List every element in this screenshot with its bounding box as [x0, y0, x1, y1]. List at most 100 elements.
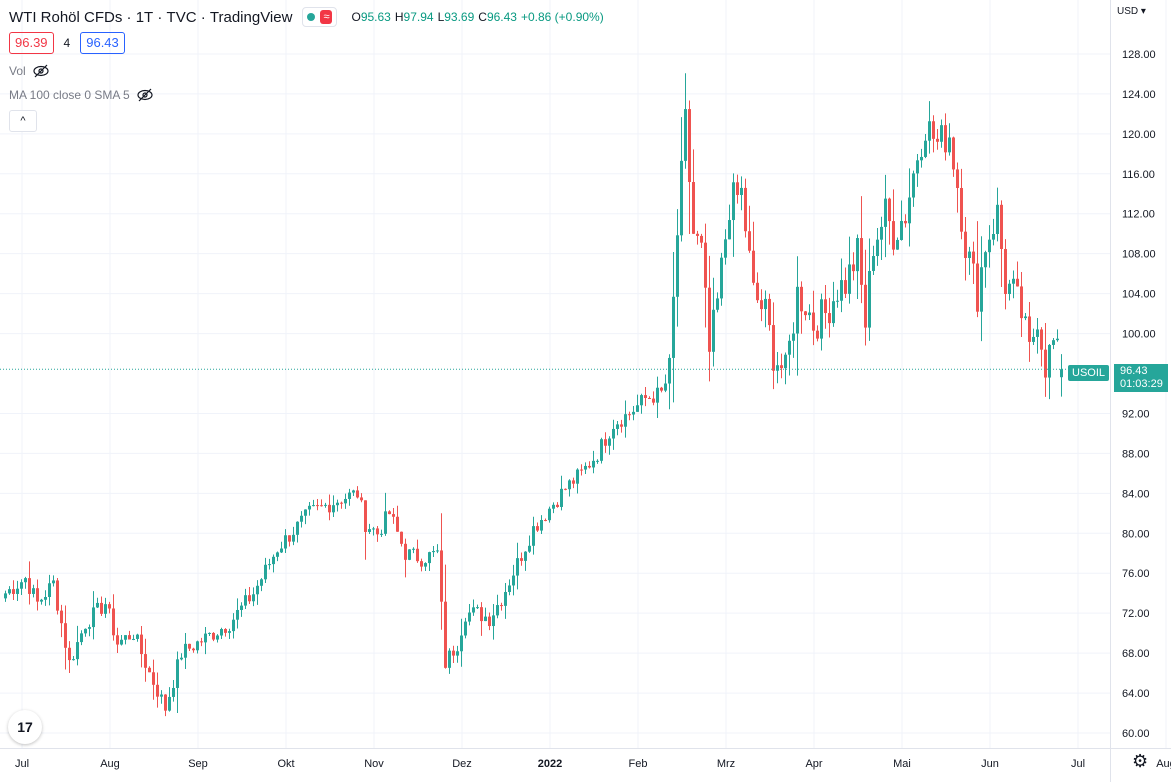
- candle-body: [932, 121, 935, 139]
- candle-body: [664, 383, 667, 391]
- candle-body: [112, 608, 115, 636]
- candle-body: [236, 609, 239, 620]
- chevron-up-icon: ^: [20, 115, 26, 127]
- candle-body: [284, 535, 287, 549]
- candle-body: [624, 414, 627, 427]
- candle-body: [600, 439, 603, 461]
- candle-body: [608, 438, 611, 446]
- sell-price-button[interactable]: 96.39: [9, 32, 54, 54]
- low-value: 93.69: [444, 10, 475, 24]
- price-tick-label: 128.00: [1122, 49, 1156, 61]
- candle-body: [852, 264, 855, 272]
- candle-body: [588, 465, 591, 468]
- candle-body: [344, 498, 347, 504]
- candle-body: [528, 545, 531, 552]
- candle-body: [128, 635, 131, 640]
- candle-body: [472, 607, 475, 613]
- candle-body: [408, 549, 411, 560]
- candle-body: [544, 520, 547, 522]
- candle-body: [88, 627, 91, 629]
- time-tick-label: Nov: [364, 758, 384, 770]
- candle-body: [840, 280, 843, 301]
- candle-body: [548, 508, 551, 521]
- candle-body: [980, 267, 983, 312]
- candle-body: [584, 465, 587, 470]
- candle-body: [376, 528, 379, 535]
- indicator-volume[interactable]: Vol: [9, 64, 50, 78]
- candle-body: [180, 657, 183, 660]
- time-tick-label: Okt: [277, 758, 294, 770]
- time-tick-label: Aug: [100, 758, 120, 770]
- candle-body: [416, 548, 419, 562]
- candle-body: [816, 330, 819, 339]
- candle-body: [984, 252, 987, 268]
- price-tick-label: 84.00: [1122, 488, 1150, 500]
- bar-countdown: 01:03:29: [1120, 378, 1163, 390]
- eye-off-icon[interactable]: [136, 88, 154, 102]
- candle-body: [904, 220, 907, 224]
- candle-body: [908, 197, 911, 224]
- candle-body: [188, 643, 191, 649]
- candle-body: [592, 460, 595, 468]
- candle-body: [628, 414, 631, 416]
- candle-body: [796, 286, 799, 334]
- candle-body: [352, 490, 355, 493]
- candle-body: [60, 610, 63, 624]
- candle-body: [760, 300, 763, 310]
- candle-body: [32, 588, 35, 594]
- candle-body: [196, 641, 199, 651]
- price-tick-label: 68.00: [1122, 648, 1150, 660]
- gear-icon[interactable]: ⚙: [1132, 751, 1149, 771]
- candle-body: [708, 287, 711, 352]
- ohlc-readout: O95.63 H97.94 L93.69 C96.43 +0.86 (+0.90…: [351, 10, 603, 24]
- candle-body: [176, 659, 179, 688]
- candle-body: [876, 239, 879, 257]
- candle-body: [616, 424, 619, 429]
- candle-body: [504, 591, 507, 606]
- candle-body: [16, 588, 19, 594]
- candle-body: [232, 619, 235, 632]
- candle-body: [952, 137, 955, 170]
- candle-body: [428, 552, 431, 564]
- candle-body: [972, 251, 975, 264]
- currency-label[interactable]: USD ▾: [1117, 6, 1146, 17]
- market-status-badge[interactable]: ≈: [302, 7, 338, 27]
- candle-body: [740, 187, 743, 195]
- candle-body: [168, 696, 171, 711]
- price-tick-label: 120.00: [1122, 129, 1156, 141]
- collapse-legend-button[interactable]: ^: [9, 110, 37, 132]
- candle-body: [304, 509, 307, 516]
- candle-body: [144, 654, 147, 668]
- candle-body: [684, 109, 687, 161]
- candle-body: [424, 563, 427, 567]
- eye-off-icon[interactable]: [32, 64, 50, 78]
- candle-body: [704, 242, 707, 288]
- candle-body: [844, 280, 847, 294]
- candle-body: [1020, 286, 1023, 319]
- candle-body: [464, 621, 467, 636]
- candle-body: [240, 605, 243, 610]
- price-tick-label: 72.00: [1122, 608, 1150, 620]
- candle-body: [372, 528, 375, 530]
- last-price-value: 96.43: [1120, 365, 1148, 377]
- buy-price-button[interactable]: 96.43: [80, 32, 125, 54]
- time-tick-label: Jul: [15, 758, 29, 770]
- indicator-ma[interactable]: MA 100 close 0 SMA 5: [9, 88, 154, 102]
- candle-body: [1032, 336, 1035, 342]
- symbol-name[interactable]: WTI Rohöl CFDs: [9, 8, 123, 26]
- bid-ask-panel: 96.39 4 96.43: [9, 32, 125, 54]
- candle-body: [148, 667, 151, 673]
- candle-body: [824, 299, 827, 314]
- candle-body: [1040, 329, 1043, 350]
- time-tick-label: 2022: [538, 758, 562, 770]
- candle-body: [48, 583, 51, 597]
- candle-body: [880, 226, 883, 240]
- candle-body: [484, 616, 487, 622]
- candle-body: [440, 550, 443, 602]
- time-tick-label: Jul: [1071, 758, 1085, 770]
- interval-label[interactable]: 1T: [135, 8, 154, 26]
- tradingview-logo-icon[interactable]: 17: [8, 710, 42, 744]
- candle-body: [44, 596, 47, 600]
- candle-body: [848, 264, 851, 294]
